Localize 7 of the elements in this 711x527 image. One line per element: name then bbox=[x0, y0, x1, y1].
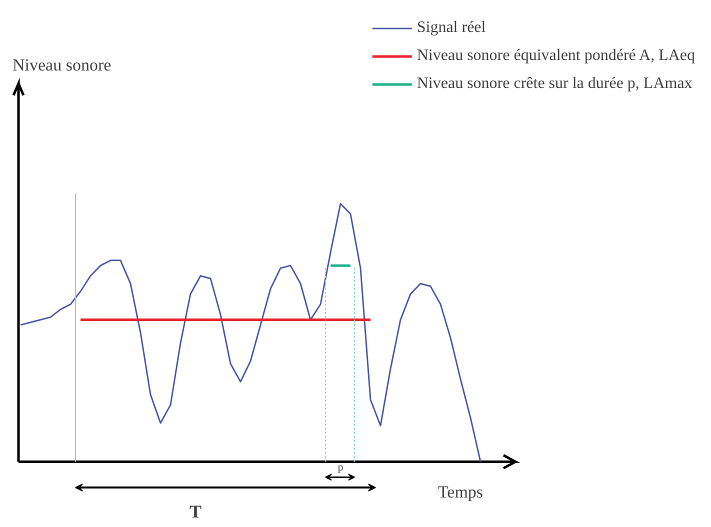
text: Niveau sonore bbox=[12, 56, 112, 75]
annotation: p bbox=[338, 461, 344, 474]
legend-label: Niveau sonore crête sur la durée p, LAmax bbox=[416, 75, 692, 93]
text: T bbox=[189, 502, 202, 522]
x-axis-title: Temps bbox=[438, 482, 484, 502]
legend-label: Signal réel bbox=[416, 19, 486, 37]
legend-label: Niveau sonore équivalent pondéré A, LAeq bbox=[416, 47, 695, 65]
